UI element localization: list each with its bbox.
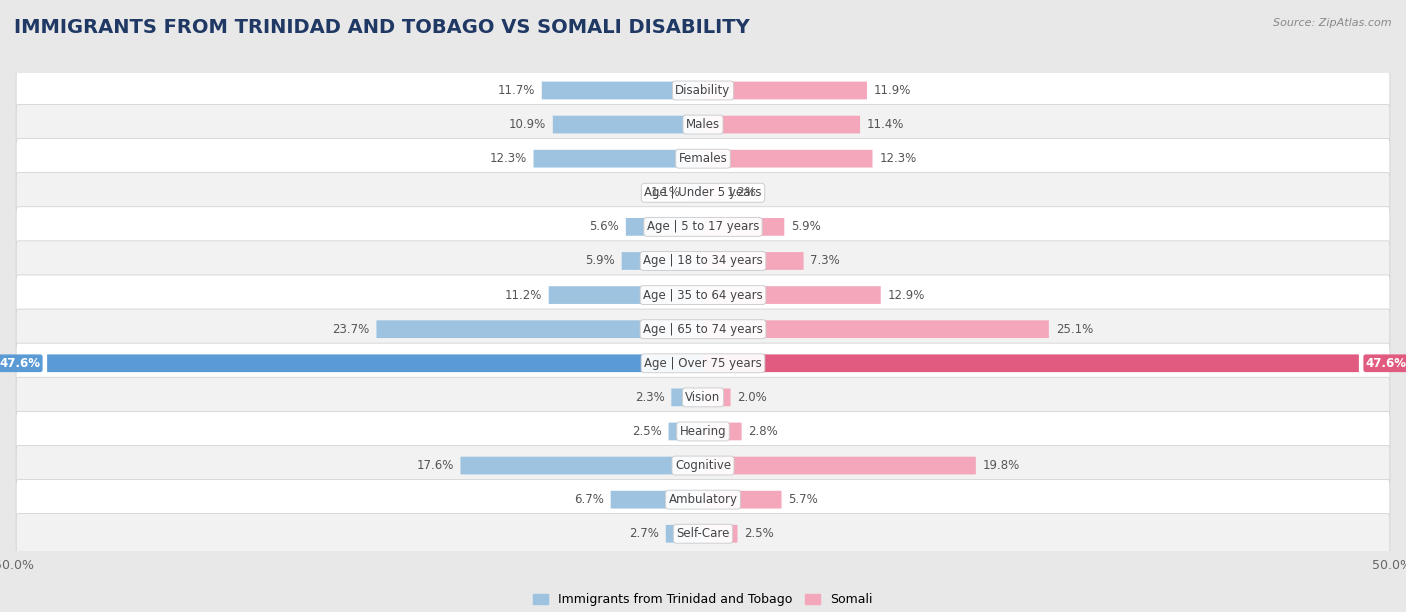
Text: IMMIGRANTS FROM TRINIDAD AND TOBAGO VS SOMALI DISABILITY: IMMIGRANTS FROM TRINIDAD AND TOBAGO VS S… bbox=[14, 18, 749, 37]
Text: Age | Under 5 years: Age | Under 5 years bbox=[644, 186, 762, 200]
Text: 11.7%: 11.7% bbox=[498, 84, 534, 97]
FancyBboxPatch shape bbox=[703, 525, 738, 543]
Text: 2.8%: 2.8% bbox=[748, 425, 778, 438]
Text: 7.3%: 7.3% bbox=[810, 255, 841, 267]
FancyBboxPatch shape bbox=[666, 525, 703, 543]
FancyBboxPatch shape bbox=[541, 81, 703, 99]
FancyBboxPatch shape bbox=[703, 354, 1358, 372]
FancyBboxPatch shape bbox=[15, 105, 1391, 144]
Text: 19.8%: 19.8% bbox=[983, 459, 1019, 472]
FancyBboxPatch shape bbox=[461, 457, 703, 474]
Text: 11.9%: 11.9% bbox=[875, 84, 911, 97]
FancyBboxPatch shape bbox=[703, 491, 782, 509]
FancyBboxPatch shape bbox=[377, 320, 703, 338]
Text: Age | 18 to 34 years: Age | 18 to 34 years bbox=[643, 255, 763, 267]
Text: 5.6%: 5.6% bbox=[589, 220, 619, 233]
Text: Disability: Disability bbox=[675, 84, 731, 97]
Text: Age | 5 to 17 years: Age | 5 to 17 years bbox=[647, 220, 759, 233]
FancyBboxPatch shape bbox=[15, 513, 1391, 554]
Text: Vision: Vision bbox=[685, 391, 721, 404]
FancyBboxPatch shape bbox=[15, 480, 1391, 520]
Text: 5.7%: 5.7% bbox=[789, 493, 818, 506]
FancyBboxPatch shape bbox=[703, 184, 720, 201]
FancyBboxPatch shape bbox=[548, 286, 703, 304]
Legend: Immigrants from Trinidad and Tobago, Somali: Immigrants from Trinidad and Tobago, Som… bbox=[529, 588, 877, 611]
Text: 47.6%: 47.6% bbox=[1365, 357, 1406, 370]
Text: 47.6%: 47.6% bbox=[0, 357, 41, 370]
FancyBboxPatch shape bbox=[15, 173, 1391, 213]
FancyBboxPatch shape bbox=[15, 207, 1391, 247]
Text: 2.5%: 2.5% bbox=[631, 425, 662, 438]
FancyBboxPatch shape bbox=[703, 150, 873, 168]
FancyBboxPatch shape bbox=[15, 138, 1391, 179]
Text: 1.2%: 1.2% bbox=[727, 186, 756, 200]
Text: 2.5%: 2.5% bbox=[744, 528, 775, 540]
FancyBboxPatch shape bbox=[15, 275, 1391, 315]
FancyBboxPatch shape bbox=[48, 354, 703, 372]
FancyBboxPatch shape bbox=[553, 116, 703, 133]
Text: Age | 65 to 74 years: Age | 65 to 74 years bbox=[643, 323, 763, 335]
Text: 12.3%: 12.3% bbox=[489, 152, 527, 165]
Text: Source: ZipAtlas.com: Source: ZipAtlas.com bbox=[1274, 18, 1392, 28]
Text: 5.9%: 5.9% bbox=[585, 255, 614, 267]
FancyBboxPatch shape bbox=[703, 286, 880, 304]
FancyBboxPatch shape bbox=[669, 423, 703, 440]
FancyBboxPatch shape bbox=[15, 241, 1391, 281]
Text: Ambulatory: Ambulatory bbox=[668, 493, 738, 506]
Text: 2.7%: 2.7% bbox=[628, 528, 659, 540]
FancyBboxPatch shape bbox=[15, 343, 1391, 383]
Text: Females: Females bbox=[679, 152, 727, 165]
FancyBboxPatch shape bbox=[703, 218, 785, 236]
FancyBboxPatch shape bbox=[671, 389, 703, 406]
FancyBboxPatch shape bbox=[15, 446, 1391, 486]
FancyBboxPatch shape bbox=[688, 184, 703, 201]
FancyBboxPatch shape bbox=[703, 81, 868, 99]
FancyBboxPatch shape bbox=[15, 411, 1391, 452]
FancyBboxPatch shape bbox=[703, 457, 976, 474]
Text: Age | Over 75 years: Age | Over 75 years bbox=[644, 357, 762, 370]
Text: Males: Males bbox=[686, 118, 720, 131]
Text: 2.3%: 2.3% bbox=[634, 391, 665, 404]
Text: 12.3%: 12.3% bbox=[879, 152, 917, 165]
Text: 25.1%: 25.1% bbox=[1056, 323, 1092, 335]
FancyBboxPatch shape bbox=[15, 70, 1391, 111]
FancyBboxPatch shape bbox=[703, 116, 860, 133]
Text: Cognitive: Cognitive bbox=[675, 459, 731, 472]
Text: Self-Care: Self-Care bbox=[676, 528, 730, 540]
Text: 11.2%: 11.2% bbox=[505, 289, 541, 302]
FancyBboxPatch shape bbox=[15, 309, 1391, 349]
FancyBboxPatch shape bbox=[703, 320, 1049, 338]
FancyBboxPatch shape bbox=[15, 377, 1391, 417]
Text: 12.9%: 12.9% bbox=[887, 289, 925, 302]
FancyBboxPatch shape bbox=[703, 389, 731, 406]
FancyBboxPatch shape bbox=[703, 423, 741, 440]
Text: 6.7%: 6.7% bbox=[574, 493, 603, 506]
Text: 11.4%: 11.4% bbox=[868, 118, 904, 131]
FancyBboxPatch shape bbox=[703, 252, 804, 270]
Text: 1.1%: 1.1% bbox=[651, 186, 681, 200]
Text: 23.7%: 23.7% bbox=[332, 323, 370, 335]
FancyBboxPatch shape bbox=[621, 252, 703, 270]
Text: 10.9%: 10.9% bbox=[509, 118, 546, 131]
Text: Age | 35 to 64 years: Age | 35 to 64 years bbox=[643, 289, 763, 302]
Text: 2.0%: 2.0% bbox=[738, 391, 768, 404]
Text: 17.6%: 17.6% bbox=[416, 459, 454, 472]
FancyBboxPatch shape bbox=[626, 218, 703, 236]
FancyBboxPatch shape bbox=[533, 150, 703, 168]
FancyBboxPatch shape bbox=[610, 491, 703, 509]
Text: Hearing: Hearing bbox=[679, 425, 727, 438]
Text: 5.9%: 5.9% bbox=[792, 220, 821, 233]
